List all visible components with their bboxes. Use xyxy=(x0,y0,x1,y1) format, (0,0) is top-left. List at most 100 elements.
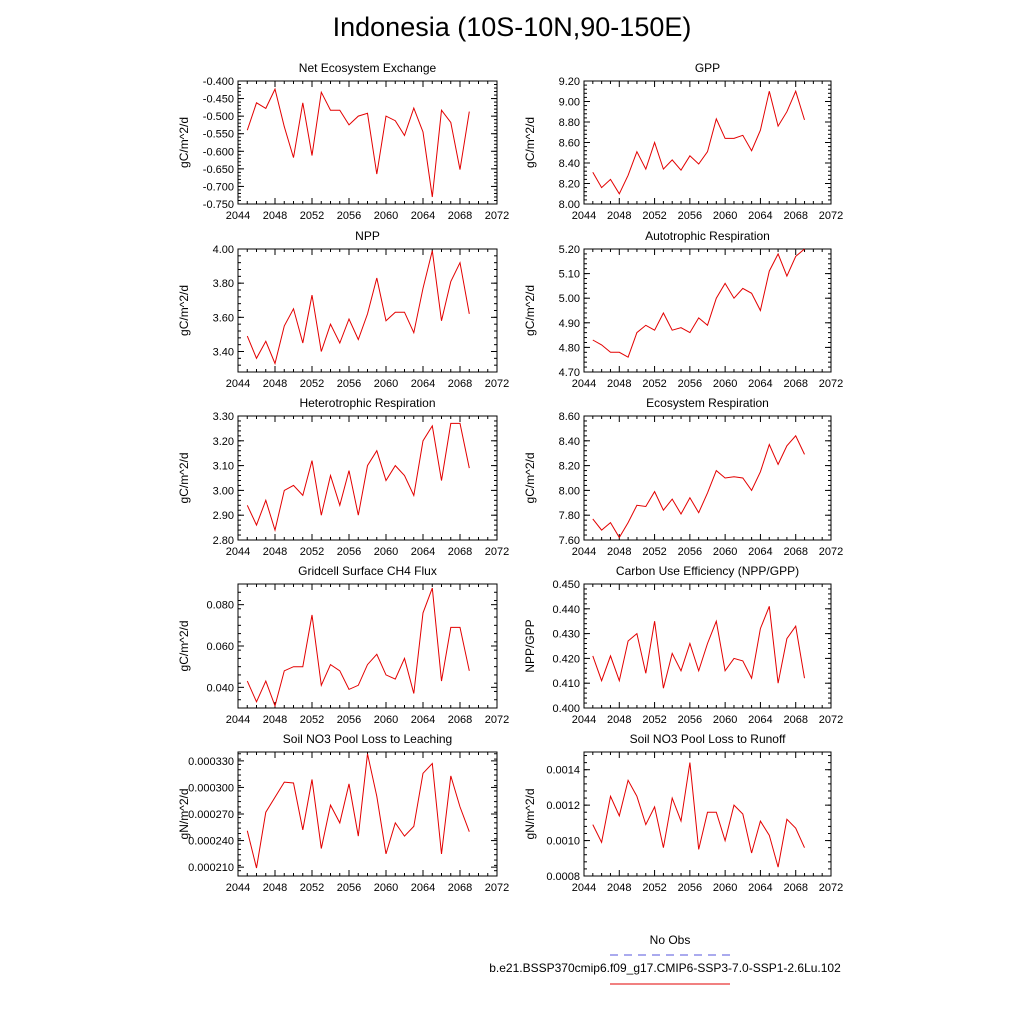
x-tick-label: 2044 xyxy=(226,378,250,390)
x-tick-label: 2048 xyxy=(263,714,287,726)
figure-title: Indonesia (10S-10N,90-150E) xyxy=(332,12,692,42)
y-tick-label: 0.000210 xyxy=(188,862,234,874)
y-tick-label: 0.450 xyxy=(552,579,580,591)
x-tick-label: 2056 xyxy=(337,546,361,558)
x-tick-label: 2048 xyxy=(263,882,287,894)
x-tick-label: 2048 xyxy=(263,378,287,390)
y-tick-label: 0.410 xyxy=(552,678,580,690)
legend-title: No Obs xyxy=(649,933,691,947)
y-tick-label: 8.40 xyxy=(559,158,580,170)
x-tick-label: 2056 xyxy=(337,882,361,894)
panel-9: Soil NO3 Pool Loss to Leaching gN/m^2/d 20… xyxy=(177,732,509,894)
x-tick-label: 2056 xyxy=(337,714,361,726)
x-tick-label: 2072 xyxy=(485,882,509,894)
x-tick-label: 2044 xyxy=(226,714,250,726)
x-tick-label: 2044 xyxy=(572,378,596,390)
x-tick-label: 2068 xyxy=(783,546,807,558)
y-axis-label: NPP/GPP xyxy=(523,619,537,672)
x-tick-label: 2060 xyxy=(374,546,398,558)
y-tick-label: -0.550 xyxy=(203,129,234,141)
x-tick-label: 2072 xyxy=(485,714,509,726)
plot-frame xyxy=(237,583,498,709)
panel-title: GPP xyxy=(695,61,720,75)
y-tick-label: -0.700 xyxy=(203,181,234,193)
y-tick-label: 5.10 xyxy=(559,269,580,281)
x-tick-label: 2052 xyxy=(300,882,324,894)
x-tick-label: 2064 xyxy=(748,882,772,894)
x-tick-label: 2072 xyxy=(819,714,843,726)
y-axis-label: gN/m^2/d xyxy=(523,789,537,840)
series-line xyxy=(592,434,805,539)
x-tick-label: 2044 xyxy=(226,210,250,222)
y-tick-label: 0.400 xyxy=(552,703,580,715)
panel-title: Soil NO3 Pool Loss to Leaching xyxy=(283,732,452,746)
panel-title: Autotrophic Respiration xyxy=(645,229,770,243)
x-tick-label: 2044 xyxy=(572,714,596,726)
y-tick-label: 9.20 xyxy=(559,76,580,88)
y-tick-label: 3.60 xyxy=(213,312,234,324)
x-tick-label: 2056 xyxy=(678,882,702,894)
x-tick-label: 2072 xyxy=(819,210,843,222)
x-tick-label: 2056 xyxy=(678,714,702,726)
y-tick-label: 8.60 xyxy=(559,138,580,150)
x-tick-label: 2044 xyxy=(226,546,250,558)
x-tick-label: 2048 xyxy=(607,546,631,558)
series-line xyxy=(592,606,805,689)
x-tick-label: 2068 xyxy=(448,378,472,390)
panel-6: Ecosystem Respiration gC/m^2/d 2044 2048 205… xyxy=(523,396,843,558)
x-tick-label: 2052 xyxy=(300,714,324,726)
series-line xyxy=(592,248,805,358)
x-tick-label: 2052 xyxy=(642,210,666,222)
x-tick-label: 2044 xyxy=(226,882,250,894)
y-tick-label: 0.000300 xyxy=(188,782,234,794)
x-tick-label: 2048 xyxy=(263,210,287,222)
x-tick-label: 2052 xyxy=(642,546,666,558)
x-tick-label: 2044 xyxy=(572,210,596,222)
y-tick-label: -0.750 xyxy=(203,199,234,211)
panel-4: Autotrophic Respiration gC/m^2/d 2044 2048 2… xyxy=(523,229,843,390)
y-tick-label: 2.80 xyxy=(213,535,234,547)
x-tick-label: 2048 xyxy=(607,210,631,222)
x-tick-label: 2064 xyxy=(748,546,772,558)
x-tick-label: 2060 xyxy=(374,210,398,222)
x-tick-label: 2068 xyxy=(448,882,472,894)
panel-1: Net Ecosystem Exchange gC/m^2/d 2044 2048 20… xyxy=(177,61,509,222)
x-tick-label: 2068 xyxy=(448,714,472,726)
y-tick-label: -0.650 xyxy=(203,164,234,176)
y-tick-label: 8.00 xyxy=(559,199,580,211)
y-tick-label: 3.80 xyxy=(213,278,234,290)
y-tick-label: 3.30 xyxy=(213,411,234,423)
x-tick-label: 2064 xyxy=(411,210,435,222)
y-tick-label: 0.000240 xyxy=(188,836,234,848)
x-tick-label: 2072 xyxy=(485,210,509,222)
y-axis-label: gC/m^2/d xyxy=(177,285,191,336)
y-tick-label: -0.500 xyxy=(203,111,234,123)
y-tick-label: 0.430 xyxy=(552,629,580,641)
panel-8: Carbon Use Efficiency (NPP/GPP) NPP/GPP 20… xyxy=(523,564,843,726)
y-tick-label: -0.450 xyxy=(203,94,234,106)
y-tick-label: -0.600 xyxy=(203,146,234,158)
x-tick-label: 2060 xyxy=(713,378,737,390)
y-axis-label: gN/m^2/d xyxy=(177,789,191,840)
y-tick-label: 0.000330 xyxy=(188,756,234,768)
y-tick-label: 0.420 xyxy=(552,653,580,665)
panel-title: Heterotrophic Respiration xyxy=(299,396,435,410)
y-tick-label: 3.40 xyxy=(213,347,234,359)
x-tick-label: 2056 xyxy=(678,546,702,558)
series-line xyxy=(592,762,805,868)
y-tick-label: 0.080 xyxy=(206,600,234,612)
x-tick-label: 2048 xyxy=(263,546,287,558)
y-tick-label: 5.20 xyxy=(559,244,580,256)
x-tick-label: 2072 xyxy=(819,546,843,558)
x-tick-label: 2048 xyxy=(607,714,631,726)
x-tick-label: 2048 xyxy=(607,378,631,390)
x-tick-label: 2064 xyxy=(411,882,435,894)
x-tick-label: 2064 xyxy=(411,714,435,726)
x-tick-label: 2068 xyxy=(783,882,807,894)
y-axis-label: gC/m^2/d xyxy=(523,453,537,504)
panel-10: Soil NO3 Pool Loss to Runoff gN/m^2/d 2044… xyxy=(523,732,843,894)
plot-frame xyxy=(583,583,832,709)
x-tick-label: 2072 xyxy=(485,378,509,390)
panel-2: GPP gC/m^2/d 2044 2048 2052 2056 2060 2064 2068 2… xyxy=(523,61,843,222)
